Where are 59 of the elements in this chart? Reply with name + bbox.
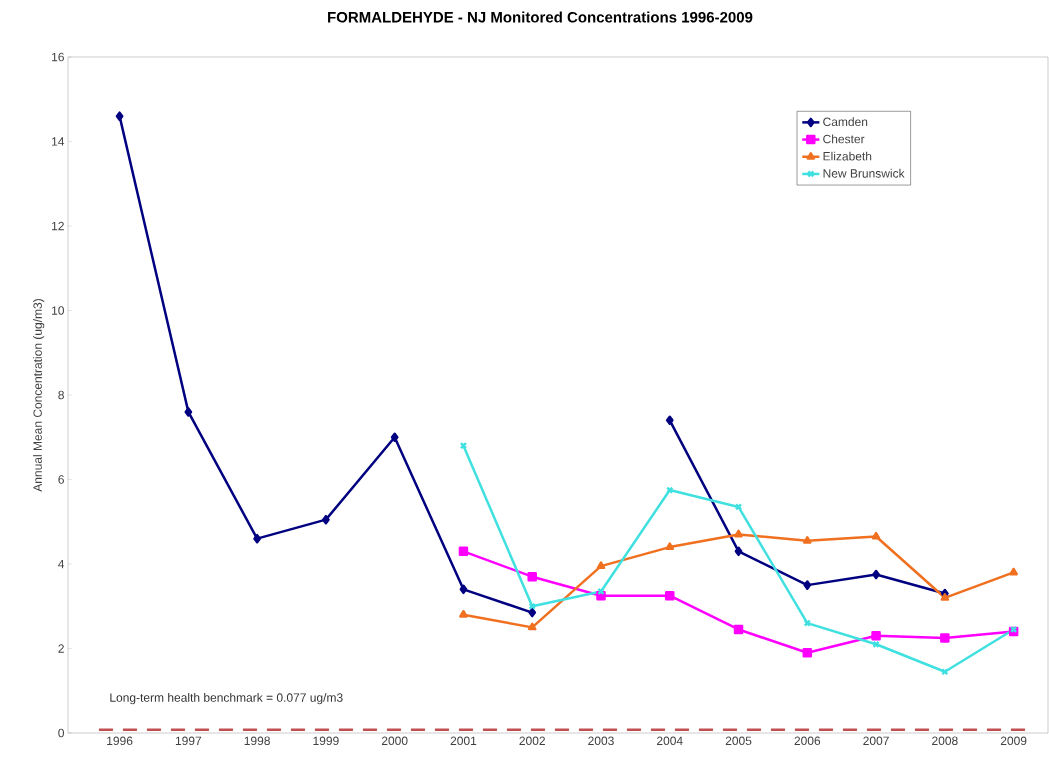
x-tick-label: 1999 bbox=[313, 736, 339, 746]
point bbox=[597, 587, 605, 596]
y-tick-label: 12 bbox=[52, 221, 64, 231]
point bbox=[665, 590, 675, 601]
point bbox=[871, 631, 881, 641]
point bbox=[184, 407, 193, 417]
point bbox=[528, 607, 537, 618]
point bbox=[253, 533, 261, 544]
x-tick-label: 2005 bbox=[725, 736, 752, 746]
point bbox=[322, 514, 330, 525]
point bbox=[390, 432, 399, 442]
x-tick-label: 1998 bbox=[244, 736, 270, 746]
x-tick-label: 2007 bbox=[863, 736, 889, 746]
x-tick-label: 2004 bbox=[657, 736, 683, 746]
legend-label: Chester bbox=[823, 134, 865, 144]
point bbox=[802, 647, 813, 658]
point bbox=[458, 546, 469, 557]
legend-label: New Brunswick bbox=[823, 168, 905, 178]
point bbox=[527, 571, 537, 582]
y-tick-label: 16 bbox=[52, 52, 64, 62]
point bbox=[940, 593, 950, 601]
chart-title: FORMALDEHYDE - NJ Monitored Concentrations 1996-2009 bbox=[328, 11, 753, 23]
x-tick-label: 2001 bbox=[450, 736, 477, 746]
x-tick-label: 2000 bbox=[381, 736, 408, 746]
point bbox=[734, 546, 743, 557]
y-tick-label: 14 bbox=[52, 137, 65, 146]
point bbox=[527, 622, 537, 631]
y-tick-label: 0 bbox=[58, 728, 65, 738]
x-tick-label: 2002 bbox=[519, 736, 545, 746]
point bbox=[459, 609, 468, 618]
x-tick-label: 2006 bbox=[794, 736, 821, 746]
legend-label: Camden bbox=[823, 117, 868, 127]
legend-label: Elizabeth bbox=[823, 151, 872, 161]
y-tick-label: 8 bbox=[58, 390, 64, 400]
point bbox=[871, 531, 881, 540]
point bbox=[803, 580, 812, 590]
x-tick-label: 2003 bbox=[588, 736, 614, 746]
point bbox=[734, 529, 743, 538]
point bbox=[803, 536, 812, 544]
x-tick-label: 2008 bbox=[932, 736, 958, 746]
point bbox=[1009, 567, 1018, 576]
point bbox=[940, 633, 950, 643]
y-tick-label: 6 bbox=[58, 475, 64, 484]
point bbox=[459, 584, 468, 595]
point bbox=[734, 503, 743, 511]
x-tick-label: 1997 bbox=[175, 736, 202, 746]
ref-line-label: Long-term health benchmark = 0.077 ug/m3 bbox=[110, 693, 343, 705]
y-axis-title: Annual Mean Concentration (ug/m3) bbox=[33, 299, 45, 492]
x-tick-label: 1996 bbox=[107, 736, 133, 746]
y-tick-label: 10 bbox=[52, 306, 64, 315]
point bbox=[665, 542, 675, 551]
y-tick-label: 2 bbox=[58, 644, 64, 653]
x-tick-label: 2009 bbox=[1000, 736, 1027, 746]
point bbox=[115, 111, 124, 121]
point bbox=[596, 561, 606, 570]
point bbox=[733, 624, 744, 635]
point bbox=[872, 569, 880, 580]
point bbox=[665, 415, 674, 426]
y-tick-label: 4 bbox=[58, 559, 65, 569]
